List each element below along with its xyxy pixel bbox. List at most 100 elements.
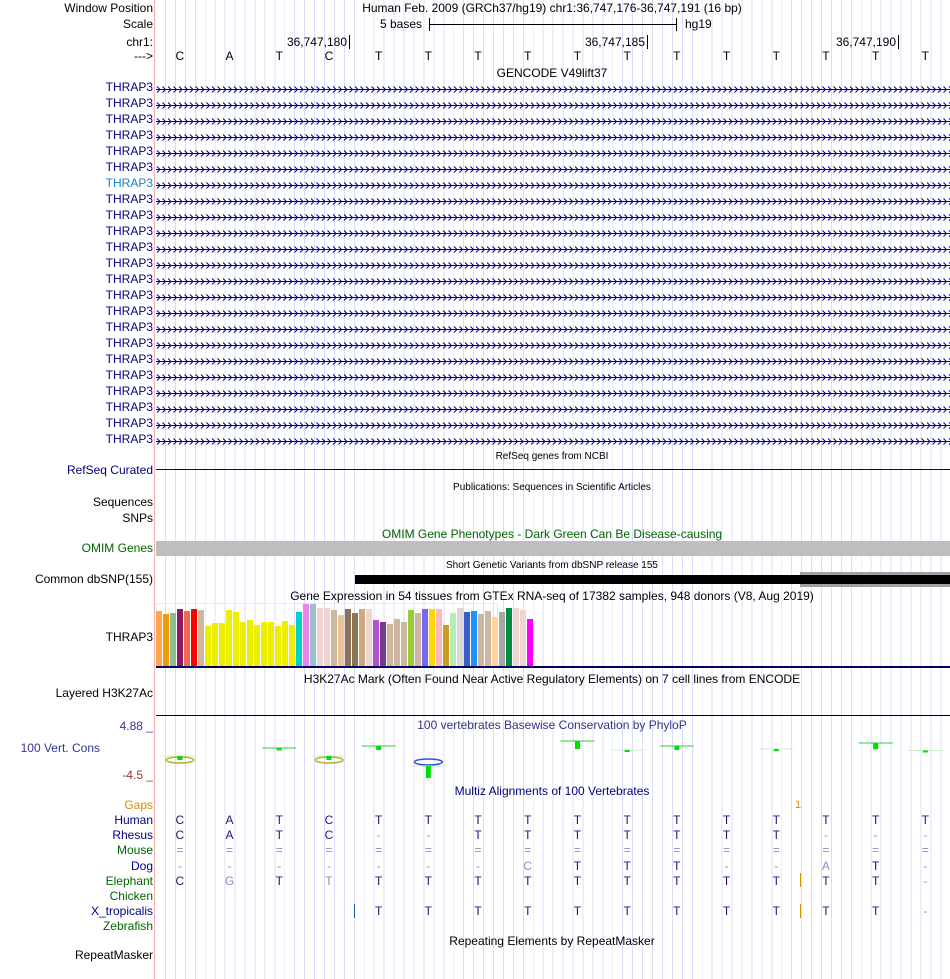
- gene-transcript[interactable]: [156, 323, 950, 334]
- multiz-title[interactable]: Multiz Alignments of 100 Vertebrates: [454, 784, 650, 798]
- gene-label-thrap3[interactable]: THRAP3: [105, 432, 153, 446]
- species-label-mouse[interactable]: Mouse: [116, 843, 153, 858]
- omim-label[interactable]: OMIM Genes: [81, 541, 153, 555]
- gaps-label[interactable]: Gaps: [124, 798, 153, 812]
- refseq-label[interactable]: RefSeq Curated: [66, 463, 153, 477]
- gene-transcript[interactable]: [156, 355, 950, 366]
- gene-transcript[interactable]: [156, 115, 950, 126]
- gene-transcript[interactable]: [156, 307, 950, 318]
- gene-label-thrap3[interactable]: THRAP3: [105, 96, 153, 110]
- dbsnp-variant-bar[interactable]: [355, 575, 950, 584]
- gene-label-thrap3[interactable]: THRAP3: [105, 224, 153, 238]
- gtex-tissue-bar[interactable]: [485, 611, 491, 666]
- gtex-tissue-bar[interactable]: [296, 612, 302, 666]
- gtex-tissue-bar[interactable]: [240, 622, 246, 666]
- gene-label-thrap3[interactable]: THRAP3: [105, 304, 153, 318]
- species-label-human[interactable]: Human: [114, 813, 153, 827]
- gene-transcript[interactable]: [156, 163, 950, 174]
- gtex-tissue-bar[interactable]: [198, 610, 204, 666]
- gtex-tissue-bar[interactable]: [289, 624, 295, 666]
- h3k27ac-label[interactable]: Layered H3K27Ac: [55, 686, 153, 700]
- gene-transcript[interactable]: [156, 403, 950, 414]
- gtex-tissue-bar[interactable]: [233, 612, 239, 666]
- gene-transcript[interactable]: [156, 387, 950, 398]
- snps-label[interactable]: SNPs: [122, 511, 153, 525]
- gtex-tissue-bar[interactable]: [527, 619, 533, 666]
- gene-transcript[interactable]: [156, 83, 950, 94]
- gtex-tissue-bar[interactable]: [268, 622, 274, 666]
- gtex-tissue-bar[interactable]: [464, 612, 470, 666]
- gtex-tissue-bar[interactable]: [310, 604, 316, 666]
- gene-label-thrap3[interactable]: THRAP3: [105, 272, 153, 286]
- gene-label-thrap3[interactable]: THRAP3: [105, 320, 153, 334]
- gtex-label[interactable]: THRAP3: [105, 630, 153, 644]
- refseq-title[interactable]: RefSeq genes from NCBI: [495, 451, 609, 462]
- refseq-line[interactable]: [156, 469, 950, 470]
- gene-transcript[interactable]: [156, 131, 950, 142]
- h3k27ac-title[interactable]: H3K27Ac Mark (Often Found Near Active Re…: [303, 672, 801, 686]
- gtex-tissue-bar[interactable]: [408, 610, 414, 666]
- gtex-tissue-bar[interactable]: [317, 608, 323, 666]
- gtex-tissue-bar[interactable]: [324, 608, 330, 666]
- gtex-tissue-bar[interactable]: [499, 612, 505, 666]
- gene-transcript[interactable]: [156, 259, 950, 270]
- gene-label-thrap3[interactable]: THRAP3: [105, 336, 153, 350]
- publications-title[interactable]: Publications: Sequences in Scientific Ar…: [453, 482, 651, 493]
- gtex-tissue-bar[interactable]: [359, 609, 365, 666]
- gtex-tissue-bar[interactable]: [226, 610, 232, 666]
- gene-label-thrap3[interactable]: THRAP3: [105, 128, 153, 142]
- species-label-dog[interactable]: Dog: [130, 858, 153, 873]
- gene-label-thrap3[interactable]: THRAP3: [105, 144, 153, 158]
- gtex-tissue-bar[interactable]: [506, 608, 512, 666]
- gtex-tissue-bar[interactable]: [415, 613, 421, 666]
- phylop-plot[interactable]: [156, 720, 950, 780]
- gene-transcript[interactable]: [156, 243, 950, 254]
- gtex-tissue-bar[interactable]: [282, 621, 288, 666]
- gtex-title[interactable]: Gene Expression in 54 tissues from GTEx …: [290, 589, 814, 603]
- gene-label-thrap3[interactable]: THRAP3: [105, 240, 153, 254]
- gene-transcript[interactable]: [156, 147, 950, 158]
- gene-transcript[interactable]: [156, 211, 950, 222]
- gtex-tissue-bar[interactable]: [429, 609, 435, 666]
- gtex-tissue-bar[interactable]: [254, 624, 260, 666]
- gene-transcript[interactable]: [156, 99, 950, 110]
- gene-transcript[interactable]: [156, 275, 950, 286]
- gtex-tissue-bar[interactable]: [247, 620, 253, 666]
- gene-label-thrap3[interactable]: THRAP3: [105, 368, 153, 382]
- gtex-tissue-bar[interactable]: [471, 611, 477, 666]
- gene-transcript[interactable]: [156, 435, 950, 446]
- gene-label-thrap3[interactable]: THRAP3: [105, 176, 153, 190]
- species-label-elephant[interactable]: Elephant: [105, 873, 153, 888]
- gene-label-thrap3[interactable]: THRAP3: [105, 256, 153, 270]
- gene-transcript[interactable]: [156, 371, 950, 382]
- species-label-zebrafish[interactable]: Zebrafish: [102, 919, 153, 934]
- species-label-rhesus[interactable]: Rhesus: [112, 828, 153, 843]
- gtex-tissue-bar[interactable]: [345, 609, 351, 666]
- gtex-tissue-bar[interactable]: [191, 609, 197, 666]
- gene-transcript[interactable]: [156, 339, 950, 350]
- gtex-tissue-bar[interactable]: [373, 620, 379, 666]
- gtex-tissue-bar[interactable]: [513, 608, 519, 666]
- repeatmasker-title[interactable]: Repeating Elements by RepeatMasker: [449, 934, 655, 948]
- gtex-tissue-bar[interactable]: [366, 609, 372, 666]
- gtex-tissue-bar[interactable]: [436, 609, 442, 666]
- gene-label-thrap3[interactable]: THRAP3: [105, 416, 153, 430]
- gtex-tissue-bar[interactable]: [275, 625, 281, 666]
- gtex-tissue-bar[interactable]: [387, 624, 393, 666]
- gtex-tissue-bar[interactable]: [205, 625, 211, 666]
- gtex-tissue-bar[interactable]: [450, 613, 456, 666]
- gene-label-thrap3[interactable]: THRAP3: [105, 400, 153, 414]
- gtex-tissue-bar[interactable]: [177, 609, 183, 666]
- gtex-tissue-bar[interactable]: [303, 604, 309, 666]
- species-label-chicken[interactable]: Chicken: [109, 889, 153, 903]
- gtex-tissue-bar[interactable]: [401, 622, 407, 666]
- gtex-tissue-bar[interactable]: [457, 608, 463, 666]
- gene-transcript[interactable]: [156, 227, 950, 238]
- gtex-tissue-bar[interactable]: [261, 622, 267, 666]
- gtex-tissue-bar[interactable]: [338, 615, 344, 666]
- gtex-tissue-bar[interactable]: [219, 623, 225, 666]
- phylop-title[interactable]: 100 vertebrates Basewise Conservation by…: [417, 718, 687, 732]
- gene-transcript[interactable]: [156, 179, 950, 190]
- gtex-tissue-bar[interactable]: [170, 613, 176, 666]
